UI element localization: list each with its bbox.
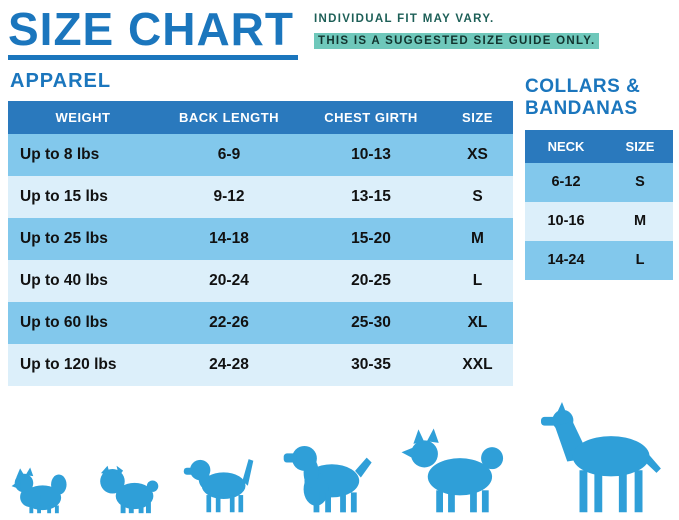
collars-heading: COLLARS & BANDANAS bbox=[525, 76, 673, 120]
table-row: Up to 60 lbs 22-26 25-30 XL bbox=[8, 302, 513, 344]
collars-table: NECK SIZE 6-12 S 10-16 M 14-24 L bbox=[525, 129, 673, 280]
table-cell: XXL bbox=[442, 344, 513, 386]
table-cell: Up to 40 lbs bbox=[8, 260, 158, 302]
table-row: 10-16 M bbox=[525, 201, 673, 241]
table-cell: L bbox=[607, 240, 673, 280]
table-cell: 10-16 bbox=[525, 201, 607, 241]
table-cell: 25-30 bbox=[300, 302, 442, 344]
table-cell: 6-12 bbox=[525, 162, 607, 202]
apparel-table: WEIGHT BACK LENGTH CHEST GIRTH SIZE Up t… bbox=[8, 101, 513, 386]
column-header-chest-girth: CHEST GIRTH bbox=[300, 101, 442, 134]
disclaimer: INDIVIDUAL FIT MAY VARY. THIS IS A SUGGE… bbox=[314, 9, 600, 53]
table-cell: Up to 120 lbs bbox=[8, 344, 158, 386]
collars-heading-line-2: BANDANAS bbox=[525, 97, 638, 119]
table-cell: 14-18 bbox=[158, 218, 300, 260]
table-row: Up to 25 lbs 14-18 15-20 M bbox=[8, 218, 513, 260]
great-dane-silhouette-icon bbox=[534, 402, 667, 514]
table-cell: Up to 60 lbs bbox=[8, 302, 158, 344]
table-cell: Up to 25 lbs bbox=[8, 218, 158, 260]
column-header-neck: NECK bbox=[525, 129, 607, 163]
collars-header-row: NECK SIZE bbox=[525, 129, 673, 163]
column-header-size: SIZE bbox=[607, 129, 673, 163]
table-cell: 14-24 bbox=[525, 240, 607, 280]
table-cell: Up to 15 lbs bbox=[8, 176, 158, 218]
table-cell: XL bbox=[442, 302, 513, 344]
table-cell: 20-25 bbox=[300, 260, 442, 302]
table-cell: XS bbox=[442, 134, 513, 176]
table-cell: Up to 8 lbs bbox=[8, 134, 158, 176]
table-cell: S bbox=[442, 176, 513, 218]
table-row: Up to 120 lbs 24-28 30-35 XXL bbox=[8, 344, 513, 386]
table-cell: S bbox=[607, 162, 673, 202]
table-cell: 9-12 bbox=[158, 176, 300, 218]
pug-silhouette-icon bbox=[96, 460, 160, 514]
table-row: Up to 40 lbs 20-24 20-25 L bbox=[8, 260, 513, 302]
content-area: APPAREL WEIGHT BACK LENGTH CHEST GIRTH S… bbox=[0, 60, 679, 386]
table-cell: 30-35 bbox=[300, 344, 442, 386]
apparel-section: APPAREL WEIGHT BACK LENGTH CHEST GIRTH S… bbox=[8, 60, 513, 386]
table-cell: 10-13 bbox=[300, 134, 442, 176]
table-cell: 24-28 bbox=[158, 344, 300, 386]
dog-silhouettes-row bbox=[0, 402, 679, 514]
table-cell: 15-20 bbox=[300, 218, 442, 260]
pomeranian-silhouette-icon bbox=[10, 466, 72, 514]
page-title: SIZE CHART bbox=[8, 6, 298, 60]
table-cell: L bbox=[442, 260, 513, 302]
column-header-weight: WEIGHT bbox=[8, 101, 158, 134]
table-row: 14-24 L bbox=[525, 240, 673, 280]
table-cell: M bbox=[607, 201, 673, 241]
table-cell: M bbox=[442, 218, 513, 260]
apparel-header-row: WEIGHT BACK LENGTH CHEST GIRTH SIZE bbox=[8, 101, 513, 134]
table-row: Up to 15 lbs 9-12 13-15 S bbox=[8, 176, 513, 218]
table-cell: 22-26 bbox=[158, 302, 300, 344]
collars-heading-line-1: COLLARS & bbox=[525, 76, 641, 97]
table-cell: 20-24 bbox=[158, 260, 300, 302]
apparel-heading: APPAREL bbox=[10, 70, 112, 92]
collars-section: COLLARS & BANDANAS NECK SIZE 6-12 S 10-1… bbox=[525, 60, 673, 386]
husky-silhouette-icon bbox=[398, 426, 510, 514]
disclaimer-line-1: INDIVIDUAL FIT MAY VARY. bbox=[314, 13, 495, 25]
table-cell: 13-15 bbox=[300, 176, 442, 218]
table-cell: 6-9 bbox=[158, 134, 300, 176]
cocker-spaniel-silhouette-icon bbox=[282, 436, 375, 514]
beagle-silhouette-icon bbox=[183, 448, 258, 514]
page-header: SIZE CHART INDIVIDUAL FIT MAY VARY. THIS… bbox=[0, 0, 679, 60]
table-row: Up to 8 lbs 6-9 10-13 XS bbox=[8, 134, 513, 176]
disclaimer-line-2: THIS IS A SUGGESTED SIZE GUIDE ONLY. bbox=[314, 31, 600, 53]
column-header-back-length: BACK LENGTH bbox=[158, 101, 300, 134]
table-row: 6-12 S bbox=[525, 162, 673, 202]
column-header-size: SIZE bbox=[442, 101, 513, 134]
